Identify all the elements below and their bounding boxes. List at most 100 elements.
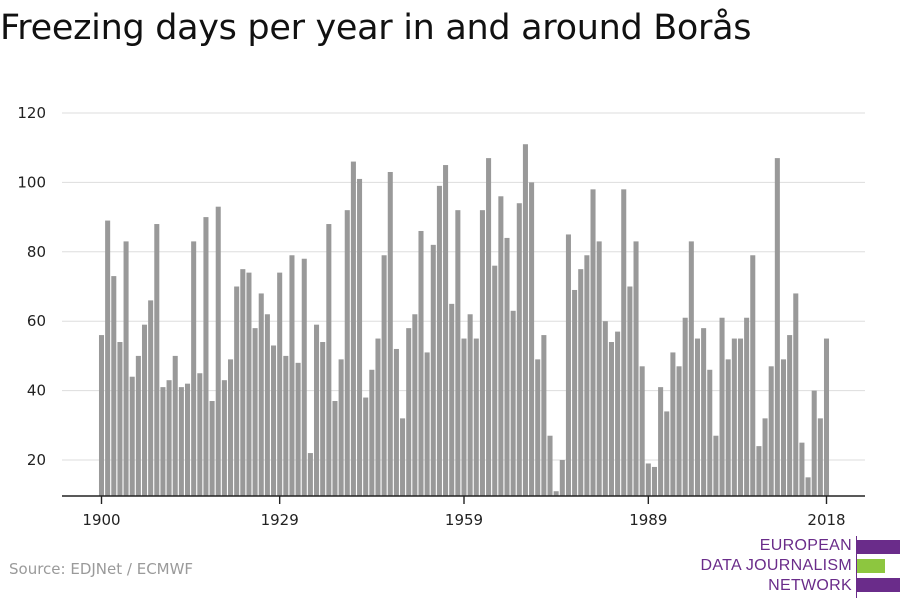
bar-2005[interactable] [744, 317, 750, 496]
bar-1982[interactable] [602, 321, 608, 496]
bar-1908[interactable] [148, 300, 154, 496]
bar-1999[interactable] [707, 369, 713, 496]
bar-1915[interactable] [191, 241, 197, 496]
bar-1966[interactable] [504, 237, 510, 497]
bar-2007[interactable] [756, 446, 762, 496]
bar-1931[interactable] [289, 255, 295, 496]
bar-2002[interactable] [725, 359, 731, 496]
bar-1957[interactable] [449, 303, 455, 496]
bar-2009[interactable] [768, 366, 774, 496]
bar-2017[interactable] [817, 418, 823, 496]
bar-1928[interactable] [271, 345, 277, 496]
bar-1953[interactable] [424, 352, 430, 496]
bar-2000[interactable] [713, 435, 719, 496]
bar-1921[interactable] [228, 359, 234, 496]
bar-1938[interactable] [332, 401, 338, 496]
bar-1906[interactable] [135, 355, 141, 496]
bar-1913[interactable] [178, 387, 184, 496]
bar-1935[interactable] [314, 324, 320, 496]
bar-1976[interactable] [565, 234, 571, 496]
bar-2001[interactable] [719, 317, 725, 496]
bar-1961[interactable] [473, 338, 479, 496]
bar-1965[interactable] [498, 196, 504, 496]
bar-1967[interactable] [510, 310, 516, 496]
bar-1968[interactable] [516, 203, 522, 496]
bar-1949[interactable] [400, 418, 406, 496]
bar-1916[interactable] [197, 373, 203, 496]
bar-1980[interactable] [590, 189, 596, 496]
bar-1947[interactable] [387, 171, 393, 497]
bar-1974[interactable] [553, 491, 559, 496]
bar-1927[interactable] [264, 314, 270, 496]
bar-1984[interactable] [615, 331, 621, 496]
bar-1932[interactable] [295, 362, 301, 496]
bar-2012[interactable] [787, 335, 793, 496]
bar-1911[interactable] [166, 380, 172, 496]
bar-1990[interactable] [651, 466, 657, 496]
bar-1917[interactable] [203, 217, 209, 496]
bar-2011[interactable] [780, 359, 787, 496]
bar-1943[interactable] [363, 397, 369, 496]
bar-1986[interactable] [627, 286, 633, 497]
bar-1992[interactable] [664, 411, 670, 496]
bar-1971[interactable] [535, 359, 541, 496]
bar-1977[interactable] [572, 289, 578, 496]
bar-1901[interactable] [105, 220, 111, 496]
bar-1959[interactable] [461, 338, 467, 496]
bar-1978[interactable] [578, 269, 584, 496]
bar-1993[interactable] [670, 352, 676, 496]
bar-2006[interactable] [750, 255, 756, 496]
bar-1918[interactable] [209, 401, 215, 496]
bar-1934[interactable] [307, 453, 313, 496]
bar-1955[interactable] [436, 185, 442, 496]
bar-1910[interactable] [160, 387, 166, 496]
bar-1930[interactable] [283, 355, 289, 496]
bar-1945[interactable] [375, 338, 381, 496]
bar-1919[interactable] [215, 206, 221, 496]
bar-1948[interactable] [393, 348, 399, 496]
bar-1989[interactable] [645, 463, 651, 496]
bar-2018[interactable] [823, 338, 830, 496]
bar-1946[interactable] [381, 255, 387, 496]
bar-1983[interactable] [608, 342, 614, 496]
bar-1903[interactable] [117, 342, 123, 496]
bar-2014[interactable] [799, 442, 805, 496]
bar-1936[interactable] [320, 342, 326, 496]
bar-1970[interactable] [529, 182, 535, 496]
bar-1926[interactable] [258, 293, 264, 496]
bar-1952[interactable] [418, 230, 424, 497]
bar-1981[interactable] [596, 241, 602, 496]
bar-1941[interactable] [350, 161, 356, 496]
bar-1902[interactable] [111, 276, 117, 496]
bar-1985[interactable] [621, 189, 627, 496]
bar-1925[interactable] [252, 328, 258, 496]
bar-1969[interactable] [522, 144, 528, 497]
bar-1997[interactable] [694, 338, 700, 496]
bar-1963[interactable] [486, 158, 492, 497]
bar-1996[interactable] [688, 241, 694, 496]
bar-1933[interactable] [301, 258, 307, 496]
bar-1972[interactable] [541, 335, 547, 496]
bar-2016[interactable] [811, 390, 817, 496]
bar-1979[interactable] [584, 255, 590, 496]
bar-1964[interactable] [492, 265, 498, 496]
bar-1962[interactable] [479, 210, 485, 496]
bar-1958[interactable] [455, 210, 461, 496]
bar-1937[interactable] [326, 224, 332, 497]
bar-1995[interactable] [682, 317, 688, 496]
edjnet-logo[interactable]: EUROPEAN DATA JOURNALISM NETWORK [700, 536, 900, 598]
bar-1920[interactable] [221, 380, 227, 496]
bar-1904[interactable] [123, 241, 129, 496]
bar-1975[interactable] [559, 460, 565, 496]
bar-1907[interactable] [141, 324, 148, 496]
bar-1998[interactable] [701, 328, 707, 496]
bar-1912[interactable] [172, 355, 178, 496]
bar-1988[interactable] [639, 366, 645, 496]
bar-1960[interactable] [467, 314, 473, 496]
bar-2008[interactable] [762, 418, 768, 496]
bar-1909[interactable] [154, 224, 160, 497]
bar-1942[interactable] [357, 178, 363, 496]
bar-1994[interactable] [676, 366, 682, 496]
bar-1900[interactable] [98, 335, 105, 496]
bar-1940[interactable] [344, 210, 350, 496]
